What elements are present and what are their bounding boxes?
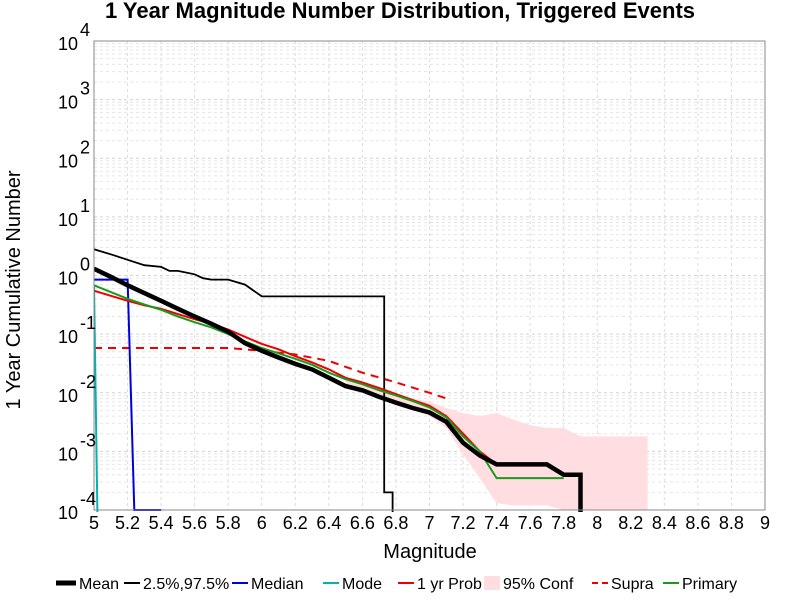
legend-item: 95% Conf [484, 576, 574, 593]
legend-item: Median [232, 576, 303, 593]
y-tick-exponent: -3 [80, 430, 96, 450]
chart-title: 1 Year Magnitude Number Distribution, Tr… [105, 0, 695, 23]
y-tick-label: 10-1 [58, 313, 96, 347]
legend-item: 1 yr Prob [398, 576, 482, 593]
y-tick-base: 10 [58, 34, 78, 54]
x-tick-label: 6.2 [283, 513, 308, 533]
x-tick-label: 9 [760, 513, 770, 533]
legend-label: Mode [342, 576, 382, 593]
legend-label: Mean [79, 576, 119, 593]
x-axis-ticks: 5 5.2 5.4 5.6 5.8 6 6.2 6.4 6.6 6.8 7 7.2 7.4 7.6 7.8 8… [89, 513, 770, 533]
x-tick-label: 8.6 [685, 513, 710, 533]
x-tick-label: 5 [89, 513, 99, 533]
x-tick-label: 5.6 [182, 513, 207, 533]
series-layer [94, 248, 583, 512]
legend-item: Mean [56, 576, 119, 593]
x-tick-label: 7.4 [484, 513, 509, 533]
x-tick-label: 5.4 [149, 513, 174, 533]
y-tick-base: 10 [58, 151, 78, 171]
y-tick-exponent: -2 [80, 372, 96, 392]
legend-label: Median [251, 576, 303, 593]
legend-item: Primary [663, 576, 737, 593]
grid [93, 41, 766, 511]
y-tick-exponent: 2 [80, 137, 90, 157]
y-tick-base: 10 [58, 503, 78, 523]
y-tick-label: 10-3 [58, 430, 96, 464]
y-tick-base: 10 [58, 93, 78, 113]
y-tick-exponent: 4 [80, 20, 90, 40]
legend-label: 1 yr Prob [417, 576, 482, 593]
y-tick-base: 10 [58, 269, 78, 289]
y-tick-base: 10 [58, 210, 78, 230]
x-tick-label: 8.2 [618, 513, 643, 533]
y-tick-exponent: 1 [80, 196, 90, 216]
y-tick-base: 10 [58, 327, 78, 347]
y-tick-label: 100 [58, 255, 90, 289]
x-tick-label: 5.8 [216, 513, 241, 533]
y-tick-label: 103 [58, 79, 90, 113]
legend-swatch [484, 576, 500, 590]
y-tick-label: 10-2 [58, 372, 96, 406]
series-line-mean [94, 266, 583, 512]
series-line-2-5-97-5 [94, 248, 394, 512]
x-tick-label: 8 [592, 513, 602, 533]
y-tick-base: 10 [58, 386, 78, 406]
x-tick-label: 6.6 [350, 513, 375, 533]
y-tick-label: 10-4 [58, 489, 96, 523]
y-tick-label: 104 [58, 20, 90, 54]
x-tick-label: 7 [424, 513, 434, 533]
legend-item: Mode [323, 576, 382, 593]
y-tick-label: 101 [58, 196, 90, 230]
y-axis-label: 1 Year Cumulative Number [3, 170, 25, 409]
plot-frame [93, 40, 766, 511]
x-tick-label: 7.8 [551, 513, 576, 533]
series-line-mode [94, 285, 99, 512]
legend-label: 95% Conf [503, 576, 574, 593]
x-tick-label: 8.8 [719, 513, 744, 533]
legend-label: Supra [611, 576, 654, 593]
x-tick-label: 5.2 [115, 513, 140, 533]
legend-label: Primary [682, 576, 737, 593]
plot-border [93, 40, 766, 511]
legend-item: Supra [592, 576, 654, 593]
y-tick-exponent: 0 [80, 255, 90, 275]
y-tick-label: 102 [58, 137, 90, 171]
y-tick-exponent: -1 [80, 313, 96, 333]
x-axis-label: Magnitude [383, 541, 476, 563]
y-tick-exponent: -4 [80, 489, 96, 509]
x-tick-label: 6.4 [316, 513, 341, 533]
legend-label: 2.5%,97.5% [143, 576, 229, 593]
x-tick-label: 8.4 [652, 513, 677, 533]
x-tick-label: 7.6 [518, 513, 543, 533]
y-tick-exponent: 3 [80, 79, 90, 99]
x-tick-label: 6 [257, 513, 267, 533]
legend-item: 2.5%,97.5% [124, 576, 229, 593]
y-tick-base: 10 [58, 444, 78, 464]
x-tick-label: 6.8 [383, 513, 408, 533]
x-tick-label: 7.2 [451, 513, 476, 533]
legend: Mean 2.5%,97.5% Median Mode 1 yr Prob 95% Con… [56, 576, 737, 593]
